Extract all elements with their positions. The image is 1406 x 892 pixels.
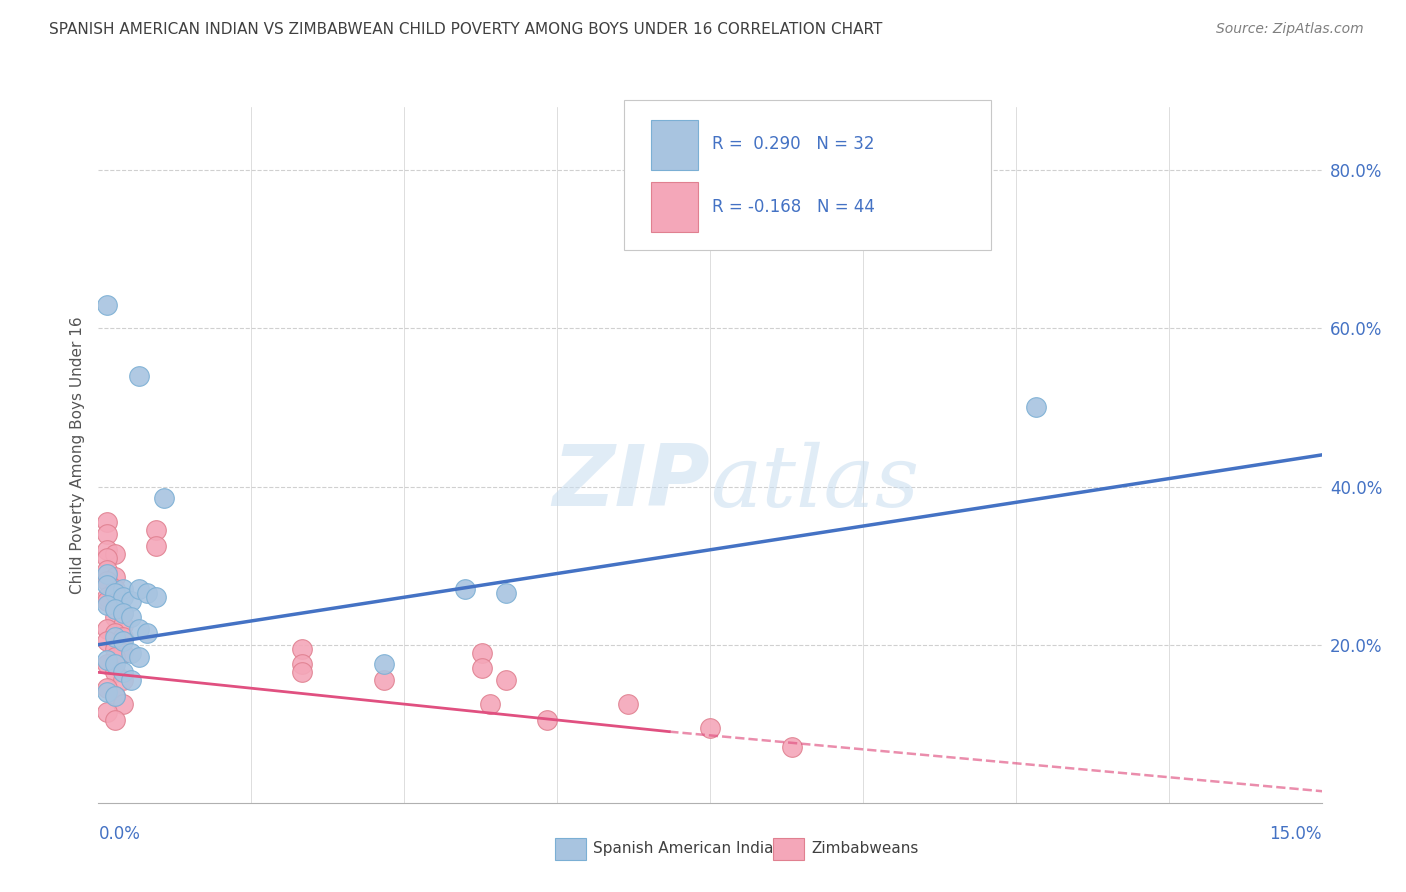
Point: [96, 653, 118, 667]
Point: [96, 550, 118, 565]
Point: [104, 713, 127, 727]
Point: [699, 721, 721, 735]
Point: [96, 622, 118, 636]
Text: atlas: atlas: [710, 442, 920, 524]
Point: [96, 681, 118, 695]
Point: [136, 586, 159, 600]
Point: [104, 665, 127, 680]
Point: [495, 673, 517, 688]
Text: R =  0.290   N = 32: R = 0.290 N = 32: [713, 135, 875, 153]
Point: [111, 618, 134, 632]
Point: [120, 594, 142, 608]
Point: [471, 661, 494, 675]
Point: [104, 625, 127, 640]
Point: [96, 298, 118, 312]
Point: [145, 539, 167, 553]
Point: [111, 665, 134, 680]
Point: [104, 610, 127, 624]
Point: [373, 657, 395, 672]
Point: [104, 602, 127, 616]
Point: [96, 563, 118, 577]
Point: [104, 641, 127, 656]
Point: [104, 649, 127, 664]
FancyBboxPatch shape: [624, 100, 991, 250]
Text: R = -0.168   N = 44: R = -0.168 N = 44: [713, 197, 876, 216]
Point: [96, 566, 118, 581]
Point: [120, 673, 142, 688]
FancyBboxPatch shape: [651, 182, 697, 232]
Point: [104, 570, 127, 584]
Point: [96, 578, 118, 592]
Point: [104, 630, 127, 644]
Text: Zimbabweans: Zimbabweans: [811, 841, 918, 855]
Point: [96, 657, 118, 672]
Point: [111, 630, 134, 644]
Point: [104, 689, 127, 703]
Text: Spanish American Indians: Spanish American Indians: [593, 841, 792, 855]
FancyBboxPatch shape: [651, 120, 697, 169]
Point: [291, 657, 314, 672]
Point: [454, 582, 477, 597]
Point: [136, 625, 159, 640]
Point: [536, 713, 558, 727]
Point: [104, 657, 127, 672]
Point: [104, 586, 127, 600]
Point: [96, 685, 118, 699]
Point: [780, 740, 803, 755]
Point: [104, 602, 127, 616]
Point: [111, 582, 134, 597]
Point: [471, 646, 494, 660]
Point: [96, 633, 118, 648]
Point: [145, 523, 167, 537]
Point: [120, 610, 142, 624]
Point: [478, 697, 501, 711]
Y-axis label: Child Poverty Among Boys Under 16: Child Poverty Among Boys Under 16: [69, 316, 84, 594]
Point: [128, 622, 150, 636]
Point: [111, 646, 134, 660]
Point: [104, 689, 127, 703]
Point: [1025, 401, 1047, 415]
Point: [104, 547, 127, 561]
Point: [96, 594, 118, 608]
Point: [152, 491, 174, 506]
Point: [111, 606, 134, 620]
Text: SPANISH AMERICAN INDIAN VS ZIMBABWEAN CHILD POVERTY AMONG BOYS UNDER 16 CORRELAT: SPANISH AMERICAN INDIAN VS ZIMBABWEAN CH…: [49, 22, 883, 37]
Point: [96, 598, 118, 612]
Point: [120, 646, 142, 660]
Point: [291, 665, 314, 680]
Text: 0.0%: 0.0%: [98, 825, 141, 843]
Point: [96, 591, 118, 605]
Point: [96, 705, 118, 719]
Point: [145, 591, 167, 605]
Point: [617, 697, 640, 711]
Point: [128, 368, 150, 383]
Point: [291, 641, 314, 656]
Point: [495, 586, 517, 600]
Point: [111, 673, 134, 688]
Point: [111, 633, 134, 648]
Point: [96, 515, 118, 529]
Point: [111, 606, 134, 620]
Point: [128, 649, 150, 664]
Point: [96, 574, 118, 589]
Point: [373, 673, 395, 688]
Point: [128, 582, 150, 597]
Text: 15.0%: 15.0%: [1270, 825, 1322, 843]
Point: [96, 542, 118, 557]
Text: Source: ZipAtlas.com: Source: ZipAtlas.com: [1216, 22, 1364, 37]
Point: [111, 697, 134, 711]
Point: [111, 591, 134, 605]
Point: [96, 527, 118, 541]
Text: ZIP: ZIP: [553, 442, 710, 524]
Point: [104, 582, 127, 597]
